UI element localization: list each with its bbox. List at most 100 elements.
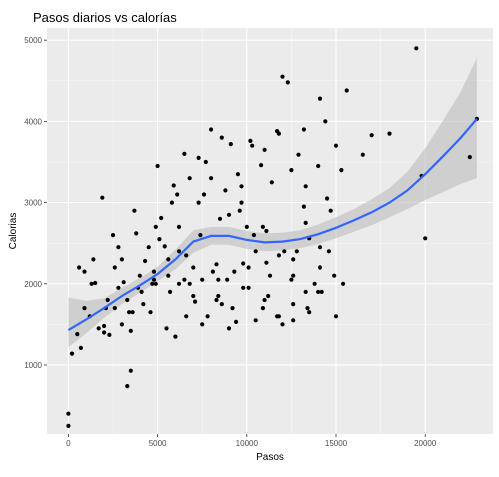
data-point — [166, 273, 171, 278]
data-point — [260, 224, 265, 229]
data-point — [307, 310, 312, 315]
data-point — [235, 172, 240, 177]
data-point — [305, 306, 310, 311]
data-point — [326, 249, 331, 254]
data-point — [100, 195, 105, 200]
y-tick-label: 2000 — [24, 280, 42, 289]
data-point — [209, 127, 214, 132]
major-gridlines — [47, 28, 493, 434]
data-point — [276, 253, 281, 258]
data-point — [325, 196, 330, 201]
data-points — [66, 46, 479, 428]
x-tick-label: 20000 — [414, 439, 437, 448]
data-point — [187, 281, 192, 286]
x-axis-ticks: 0 5000 10000 15000 20000 — [66, 434, 437, 448]
data-point — [226, 212, 232, 217]
data-point — [159, 215, 164, 221]
data-point — [341, 281, 346, 286]
data-point — [193, 299, 198, 304]
data-point — [262, 297, 267, 303]
data-point — [77, 265, 82, 270]
data-point — [276, 314, 281, 319]
data-point — [184, 314, 189, 319]
y-axis-ticks: 1000 2000 3000 4000 5000 — [24, 36, 47, 370]
data-point — [102, 330, 107, 335]
data-point — [303, 220, 308, 225]
data-point — [112, 265, 117, 270]
x-tick-label: 5000 — [149, 439, 167, 448]
data-point — [228, 142, 233, 147]
data-point — [291, 273, 296, 278]
data-point — [276, 131, 281, 136]
data-point — [241, 261, 246, 266]
data-point — [250, 143, 255, 148]
data-point — [259, 163, 264, 168]
data-point — [96, 326, 101, 331]
data-point — [132, 208, 137, 213]
data-point — [200, 277, 205, 282]
data-point — [66, 411, 71, 416]
data-point — [107, 332, 112, 337]
data-point — [162, 244, 167, 249]
data-point — [182, 151, 187, 156]
data-point — [216, 277, 221, 282]
data-point — [130, 310, 135, 315]
x-axis-label: Pasos — [256, 452, 284, 463]
data-point — [289, 277, 294, 282]
plot-panel — [47, 28, 493, 434]
data-point — [153, 281, 158, 286]
data-point — [296, 152, 301, 157]
data-point — [153, 224, 158, 229]
data-point — [282, 249, 287, 254]
x-tick-label: 10000 — [236, 439, 259, 448]
data-point — [205, 314, 210, 319]
data-point — [102, 323, 107, 329]
data-point — [169, 200, 174, 205]
data-point — [196, 200, 201, 205]
data-point — [201, 192, 207, 197]
data-point — [157, 237, 162, 242]
data-point — [127, 310, 132, 315]
data-point — [191, 265, 196, 270]
smooth-line — [67, 118, 478, 332]
chart-title: Pasos diarios vs calorías — [33, 10, 177, 25]
data-point — [82, 269, 87, 274]
data-point — [184, 253, 189, 258]
data-point — [319, 289, 324, 294]
data-point — [173, 334, 178, 339]
data-point — [93, 280, 98, 286]
y-tick-label: 3000 — [24, 199, 42, 208]
data-point — [291, 257, 296, 262]
data-point — [316, 163, 321, 169]
data-point — [82, 306, 87, 311]
data-point — [200, 322, 205, 327]
data-point — [223, 188, 228, 193]
data-point — [387, 131, 392, 136]
data-point — [105, 297, 110, 303]
data-point — [125, 297, 130, 303]
confidence-ribbon — [68, 58, 477, 348]
data-point — [216, 293, 221, 299]
data-point — [196, 155, 201, 160]
data-point — [151, 269, 157, 274]
data-point — [248, 138, 253, 143]
data-point — [148, 310, 153, 315]
data-point — [246, 265, 251, 270]
data-point — [253, 318, 258, 323]
data-point — [75, 332, 80, 337]
data-point — [176, 224, 182, 229]
data-point — [312, 281, 317, 286]
data-point — [262, 147, 267, 152]
data-point — [139, 289, 144, 294]
data-point — [119, 322, 124, 327]
data-point — [244, 224, 249, 229]
y-tick-label: 1000 — [24, 361, 42, 370]
data-point — [239, 200, 244, 205]
data-point — [280, 322, 285, 327]
data-point — [203, 159, 208, 165]
data-point — [116, 245, 121, 250]
data-point — [226, 326, 232, 331]
data-point — [119, 257, 124, 262]
data-point — [146, 245, 151, 250]
